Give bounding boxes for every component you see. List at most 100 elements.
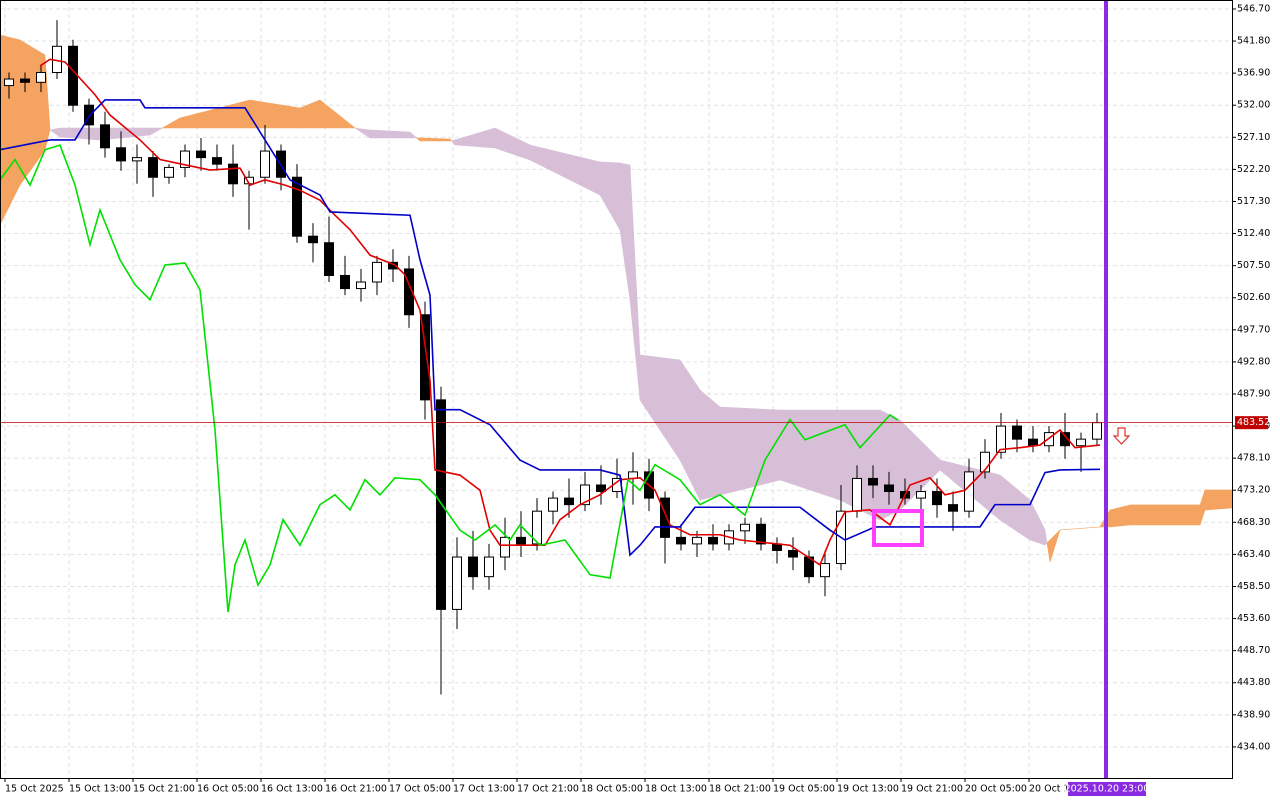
x-tick-label: 15 Oct 21:00 <box>133 784 195 795</box>
candle-body <box>932 491 942 506</box>
candle-body <box>148 157 158 178</box>
price-label: 483.52 <box>1237 417 1270 428</box>
highlight-box <box>872 509 924 547</box>
candle-body <box>532 510 542 545</box>
candle-body <box>388 261 398 270</box>
y-tick-label: 487.90 <box>1237 388 1270 399</box>
candle-body <box>452 556 462 610</box>
candle-body <box>116 147 126 162</box>
candle-body <box>580 484 590 506</box>
cloud-segment <box>699 389 721 501</box>
candle-body <box>1028 438 1038 447</box>
cloud-segment <box>319 99 356 129</box>
candle-body <box>1012 425 1022 440</box>
candle-body <box>260 150 270 178</box>
y-tick-label: 502.60 <box>1237 292 1270 303</box>
candle-body <box>692 536 702 545</box>
x-tick-label: 18 Oct 05:00 <box>581 784 643 795</box>
candle-body <box>548 497 558 512</box>
indicator-line <box>0 144 899 613</box>
candle-body <box>788 549 798 558</box>
x-tick-label: 20 Oct 05:00 <box>965 784 1027 795</box>
candle-body <box>404 268 414 316</box>
cloud-segment <box>1044 529 1048 546</box>
price-label-box <box>1235 416 1268 430</box>
candle-body <box>1092 422 1102 440</box>
candle-body <box>820 563 830 578</box>
x-tick-label: 17 Oct 21:00 <box>517 784 579 795</box>
x-tick-label: 20 Oct 13:00 <box>1029 784 1091 795</box>
candle-body <box>420 314 430 401</box>
candle-body <box>948 504 958 512</box>
candle-body <box>868 477 878 486</box>
candle-body <box>708 536 718 545</box>
x-tick-label: 19 Oct 21:00 <box>901 784 963 795</box>
candle-body <box>132 157 142 162</box>
y-tick-label: 541.80 <box>1237 36 1270 47</box>
candle-body <box>916 491 926 499</box>
cloud-segment <box>149 127 164 136</box>
candle-body <box>196 150 206 159</box>
candle-body <box>660 497 670 538</box>
candle-body <box>324 242 334 276</box>
candle-body <box>756 523 766 545</box>
y-tick-label: 522.20 <box>1237 164 1270 175</box>
candle-body <box>372 261 382 283</box>
x-tick-label: 15 Oct 2025 <box>5 784 64 795</box>
time-marker-box <box>1068 782 1146 796</box>
x-tick-label: 17 Oct 05:00 <box>389 784 451 795</box>
candle-body <box>4 78 14 87</box>
x-tick-label: 18 Oct 21:00 <box>709 784 771 795</box>
x-tick-label: 17 Oct 13:00 <box>453 784 515 795</box>
candle-body <box>228 163 238 185</box>
candle-body <box>980 451 990 473</box>
candle-body <box>164 166 174 178</box>
x-tick-label: 15 Oct 13:00 <box>69 784 131 795</box>
candle-body <box>500 536 510 558</box>
candle-body <box>564 497 574 506</box>
plot-frame <box>0 0 1233 779</box>
y-tick-label: 434.00 <box>1237 741 1270 752</box>
candle-body <box>596 484 606 493</box>
y-tick-label: 448.70 <box>1237 645 1270 656</box>
candle-body <box>468 556 478 578</box>
x-tick-label: 16 Oct 21:00 <box>325 784 387 795</box>
x-tick-label: 16 Oct 13:00 <box>261 784 323 795</box>
candle-body <box>484 556 494 578</box>
cloud-segment <box>879 409 901 521</box>
x-tick-label: 19 Oct 05:00 <box>773 784 835 795</box>
cloud-segment <box>1204 489 1233 511</box>
candle-body <box>1060 432 1070 447</box>
sell-arrow <box>1112 427 1131 445</box>
cloud-segment <box>1129 504 1201 526</box>
candle-body <box>292 176 302 237</box>
candle-body <box>1076 438 1086 447</box>
x-tick-label: 16 Oct 05:00 <box>197 784 259 795</box>
y-tick-label: 443.80 <box>1237 677 1270 688</box>
y-tick-label: 458.50 <box>1237 581 1270 592</box>
y-tick-label: 546.70 <box>1237 3 1270 14</box>
y-tick-label: 536.90 <box>1237 68 1270 79</box>
x-tick-label: 19 Oct 13:00 <box>837 784 899 795</box>
y-tick-label: 463.40 <box>1237 549 1270 560</box>
y-tick-label: 478.10 <box>1237 453 1270 464</box>
candle-body <box>308 235 318 244</box>
y-tick-label: 438.90 <box>1237 709 1270 720</box>
y-tick-label: 512.40 <box>1237 228 1270 239</box>
axis-layer: 546.70 541.80 536.90 532.00 527.10 522.20 517.… <box>4 3 1270 796</box>
candle-body <box>356 281 366 290</box>
candle-body <box>740 523 750 532</box>
candle-body <box>340 274 350 290</box>
y-tick-label: 497.70 <box>1237 324 1270 335</box>
candle-body <box>100 124 110 149</box>
candle-body <box>516 536 526 545</box>
indicator-line <box>39 58 1101 567</box>
y-tick-label: 492.80 <box>1237 356 1270 367</box>
candle-body <box>36 71 46 83</box>
candle-body <box>964 471 974 512</box>
cloud-segment <box>1049 529 1061 563</box>
candle-body <box>676 536 686 545</box>
y-tick-label: 532.00 <box>1237 100 1270 111</box>
y-tick-label: 453.60 <box>1237 613 1270 624</box>
